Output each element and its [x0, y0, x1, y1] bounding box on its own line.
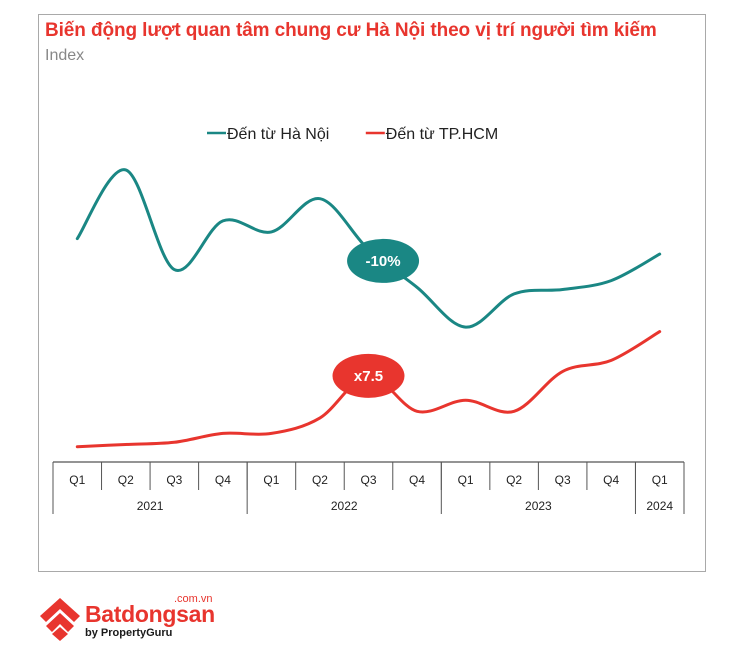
x-year-label: 2022	[331, 499, 358, 513]
brand-name: Batdongsan	[85, 601, 215, 627]
x-tick-label: Q3	[166, 473, 182, 487]
x-tick-label: Q1	[652, 473, 668, 487]
series-line-0	[75, 168, 662, 329]
x-year-label: 2024	[646, 499, 673, 513]
legend-label-1: Đến từ TP.HCM	[386, 126, 498, 143]
annotation-label-1: x7.5	[354, 368, 383, 385]
x-year-label: 2021	[137, 499, 164, 513]
line-chart: Đến từ Hà Nội Đến từ TP.HCM -10% x7.5 Q1 Q2 Q3…	[52, 126, 685, 514]
brand-byline: by PropertyGuru	[85, 627, 173, 639]
annotation-bubble-1	[332, 353, 405, 398]
annotation-bubble-0	[347, 238, 420, 283]
x-tick-label: Q3	[360, 473, 376, 487]
chart-title: Biến động lượt quan tâm chung cư Hà Nội …	[45, 20, 657, 41]
chart-frame	[38, 14, 706, 572]
x-tick-label: Q2	[506, 473, 522, 487]
x-tick-label: Q4	[215, 473, 231, 487]
brand-logo-icon	[40, 598, 80, 641]
x-tick-label: Q3	[555, 473, 571, 487]
x-tick-label: Q4	[603, 473, 619, 487]
x-tick-label: Q1	[458, 473, 474, 487]
x-tick-label: Q2	[118, 473, 134, 487]
annotation-label-0: -10%	[366, 253, 401, 270]
x-tick-label: Q1	[263, 473, 279, 487]
x-tick-label: Q1	[69, 473, 85, 487]
brand-domain: .com.vn	[174, 593, 213, 605]
x-tick-label: Q2	[312, 473, 328, 487]
x-tick-label: Q4	[409, 473, 425, 487]
legend-label-0: Đến từ Hà Nội	[227, 126, 329, 143]
chart-subtitle: Index	[45, 47, 85, 64]
x-year-label: 2023	[525, 499, 552, 513]
